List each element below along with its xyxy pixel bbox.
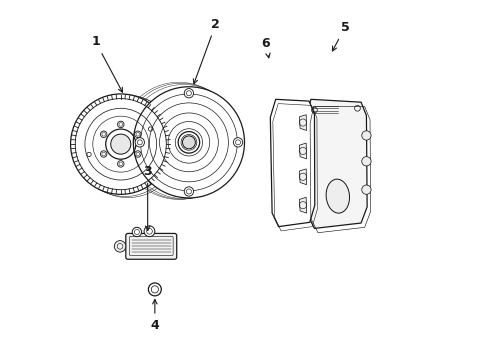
- Circle shape: [233, 138, 242, 147]
- Polygon shape: [299, 169, 306, 185]
- Circle shape: [361, 131, 370, 140]
- Polygon shape: [299, 115, 306, 130]
- Text: 5: 5: [332, 21, 348, 51]
- Ellipse shape: [325, 179, 349, 213]
- Circle shape: [133, 87, 244, 198]
- Circle shape: [184, 187, 193, 196]
- Circle shape: [135, 138, 144, 147]
- Circle shape: [182, 136, 195, 149]
- Circle shape: [114, 240, 125, 252]
- Circle shape: [361, 185, 370, 194]
- Polygon shape: [299, 143, 306, 159]
- Polygon shape: [306, 99, 366, 228]
- Polygon shape: [299, 197, 306, 213]
- Text: 2: 2: [193, 18, 220, 84]
- Circle shape: [110, 134, 131, 154]
- Text: 1: 1: [91, 35, 122, 92]
- Text: 4: 4: [150, 300, 159, 332]
- Text: 3: 3: [143, 165, 152, 230]
- FancyBboxPatch shape: [125, 233, 176, 259]
- Circle shape: [144, 226, 155, 237]
- Circle shape: [70, 94, 171, 194]
- Circle shape: [184, 89, 193, 98]
- Circle shape: [132, 227, 142, 237]
- Polygon shape: [270, 99, 314, 226]
- Circle shape: [361, 157, 370, 166]
- Text: 6: 6: [261, 37, 270, 58]
